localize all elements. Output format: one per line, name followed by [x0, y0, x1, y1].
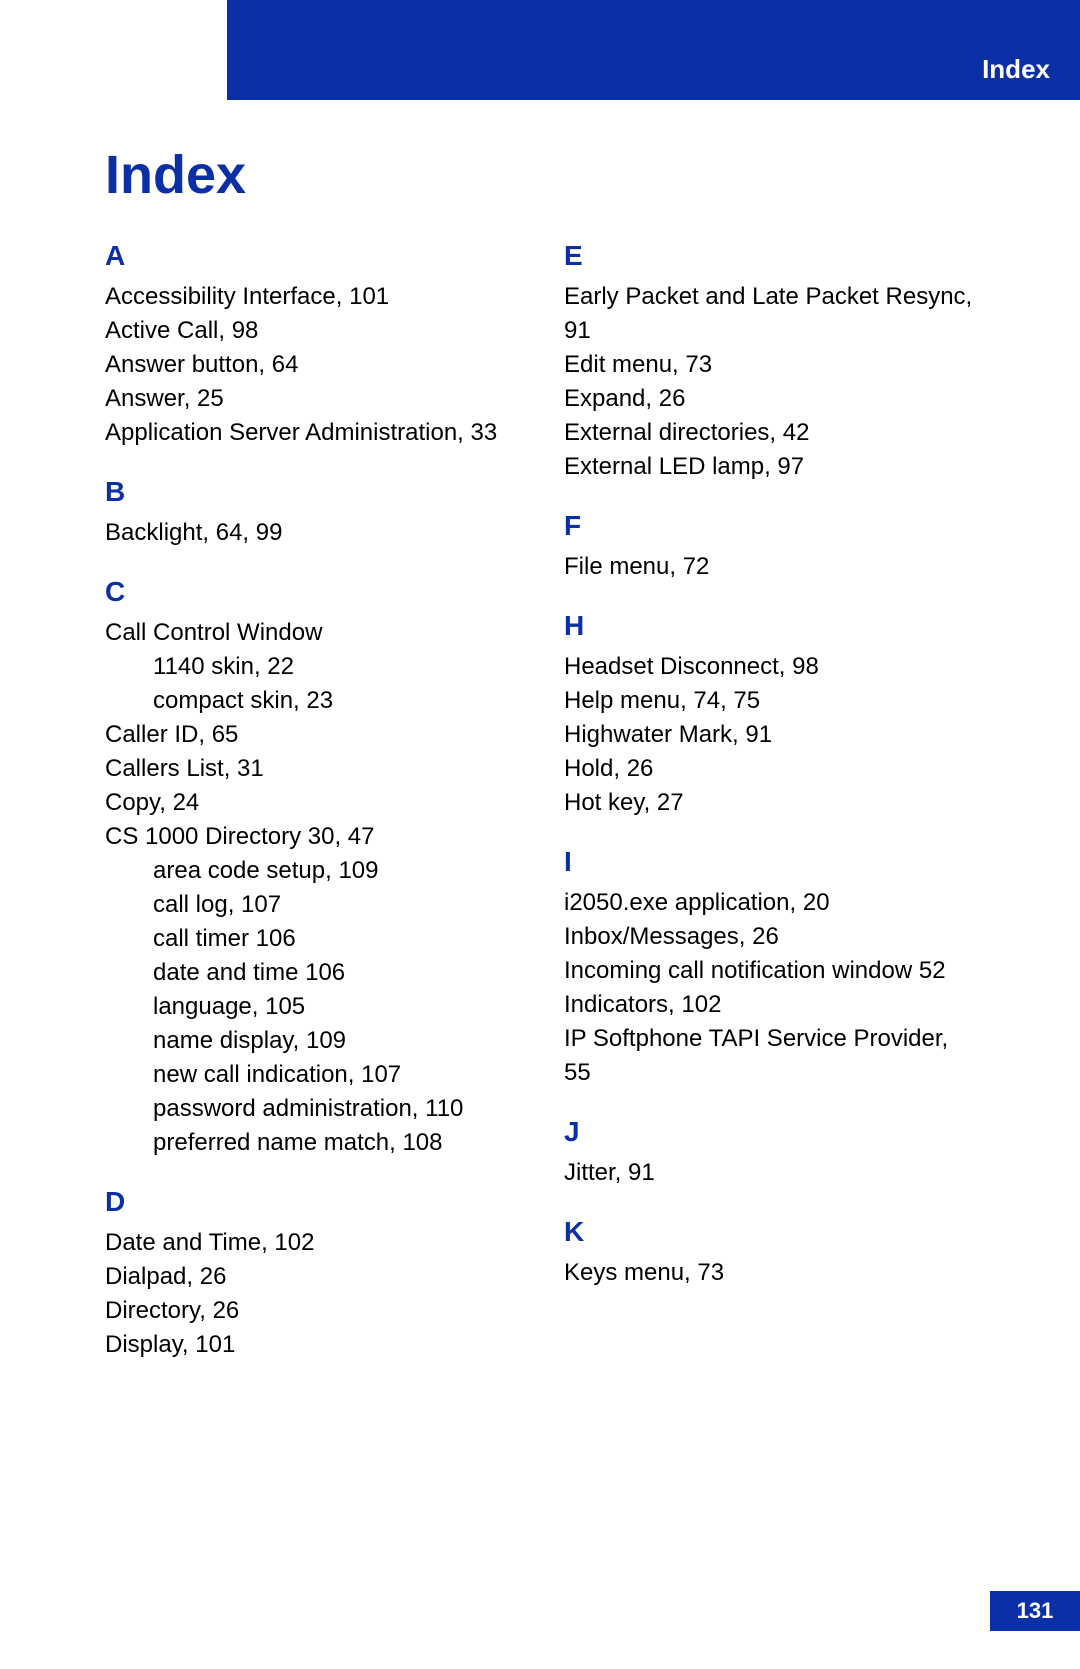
index-entry: Indicators, 102 — [564, 988, 975, 1022]
index-entry: preferred name match, 108 — [105, 1126, 516, 1160]
index-entry: Answer, 25 — [105, 382, 516, 416]
index-entry: 1140 skin, 22 — [105, 650, 516, 684]
section-letter: H — [564, 610, 975, 642]
section-letter: K — [564, 1216, 975, 1248]
index-entry: area code setup, 109 — [105, 854, 516, 888]
section-letter: D — [105, 1186, 516, 1218]
index-entry: date and time 106 — [105, 956, 516, 990]
index-entry: Date and Time, 102 — [105, 1226, 516, 1260]
index-entry: i2050.exe application, 20 — [564, 886, 975, 920]
index-entry: Highwater Mark, 91 — [564, 718, 975, 752]
section-letter: F — [564, 510, 975, 542]
index-entry: Directory, 26 — [105, 1294, 516, 1328]
index-entry: Dialpad, 26 — [105, 1260, 516, 1294]
index-entry: Inbox/Messages, 26 — [564, 920, 975, 954]
index-entry: language, 105 — [105, 990, 516, 1024]
index-entry: Backlight, 64, 99 — [105, 516, 516, 550]
index-entry: Application Server Administration, 33 — [105, 416, 516, 450]
index-column-right: E Early Packet and Late Packet Resync, 91… — [564, 240, 975, 1362]
index-entry: Answer button, 64 — [105, 348, 516, 382]
header-label: Index — [982, 54, 1050, 85]
index-entry: call timer 106 — [105, 922, 516, 956]
index-entry: Headset Disconnect, 98 — [564, 650, 975, 684]
section-letter: E — [564, 240, 975, 272]
index-entry: CS 1000 Directory 30, 47 — [105, 820, 516, 854]
index-entry: Hot key, 27 — [564, 786, 975, 820]
index-entry: Copy, 24 — [105, 786, 516, 820]
index-entry: IP Softphone TAPI Service Provider, 55 — [564, 1022, 975, 1090]
section-letter: A — [105, 240, 516, 272]
section-letter: J — [564, 1116, 975, 1148]
page: Index Index A Accessibility Interface, 10… — [0, 0, 1080, 1669]
index-entry: Accessibility Interface, 101 — [105, 280, 516, 314]
index-entry: Call Control Window — [105, 616, 516, 650]
index-entry: File menu, 72 — [564, 550, 975, 584]
section-letter: C — [105, 576, 516, 608]
index-entry: External LED lamp, 97 — [564, 450, 975, 484]
index-entry: Edit menu, 73 — [564, 348, 975, 382]
index-entry: Incoming call notification window 52 — [564, 954, 975, 988]
index-entry: name display, 109 — [105, 1024, 516, 1058]
section-letter: I — [564, 846, 975, 878]
index-columns: A Accessibility Interface, 101Active Call… — [105, 240, 975, 1362]
index-entry: Expand, 26 — [564, 382, 975, 416]
index-entry: External directories, 42 — [564, 416, 975, 450]
section-letter: B — [105, 476, 516, 508]
index-entry: password administration, 110 — [105, 1092, 516, 1126]
index-entry: Caller ID, 65 — [105, 718, 516, 752]
index-entry: Hold, 26 — [564, 752, 975, 786]
page-number: 131 — [1017, 1598, 1054, 1624]
index-entry: new call indication, 107 — [105, 1058, 516, 1092]
index-entry: Callers List, 31 — [105, 752, 516, 786]
index-entry: Jitter, 91 — [564, 1156, 975, 1190]
header-bar: Index — [227, 0, 1080, 100]
index-entry: Keys menu, 73 — [564, 1256, 975, 1290]
index-entry: Active Call, 98 — [105, 314, 516, 348]
index-entry: compact skin, 23 — [105, 684, 516, 718]
index-column-left: A Accessibility Interface, 101Active Call… — [105, 240, 516, 1362]
index-entry: Help menu, 74, 75 — [564, 684, 975, 718]
index-entry: call log, 107 — [105, 888, 516, 922]
page-title: Index — [105, 144, 246, 206]
index-entry: Display, 101 — [105, 1328, 516, 1362]
index-entry: Early Packet and Late Packet Resync, 91 — [564, 280, 975, 348]
page-number-box: 131 — [990, 1591, 1080, 1631]
